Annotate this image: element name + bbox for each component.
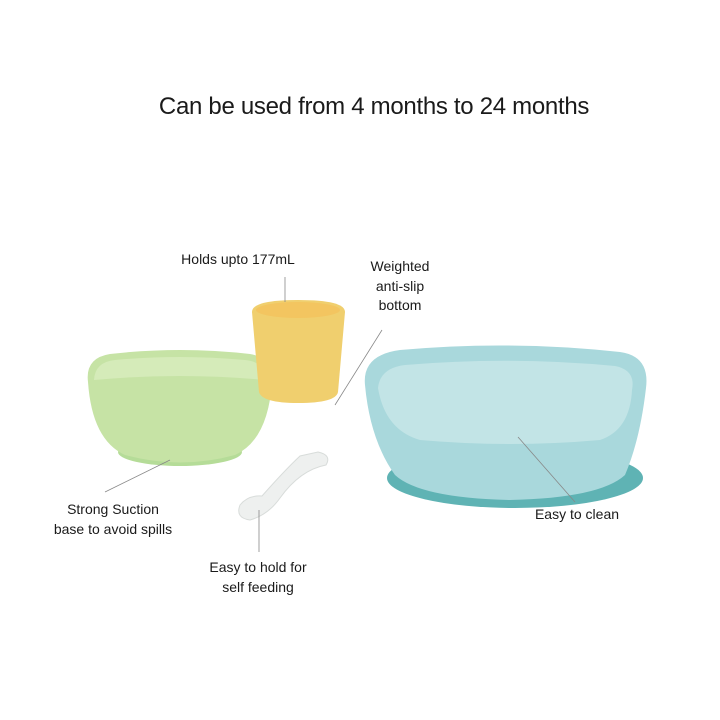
weighted-bottom-label: Weighted anti-slip bottom (371, 257, 430, 316)
label-line: Strong Suction (67, 501, 159, 517)
label-line: Easy to hold for (209, 559, 307, 575)
spoon (238, 451, 329, 521)
callout-lines (104, 277, 576, 552)
label-line: bottom (378, 297, 422, 313)
label-line: self feeding (222, 578, 294, 595)
cup-capacity-label: Holds upto 177mL (181, 251, 295, 267)
label-line: base to avoid spills (53, 520, 173, 537)
plate-label: Easy to clean (534, 506, 620, 522)
cup (252, 300, 345, 403)
page-title: Can be used from 4 months to 24 months (158, 93, 590, 120)
label-line: Weighted (370, 258, 430, 274)
label-line: anti-slip (375, 277, 425, 294)
bowl (87, 350, 273, 466)
suction-label: Strong Suction base to avoid spills (54, 500, 172, 539)
plate (364, 345, 647, 508)
spoon-label: Easy to hold for self feeding (209, 558, 306, 597)
